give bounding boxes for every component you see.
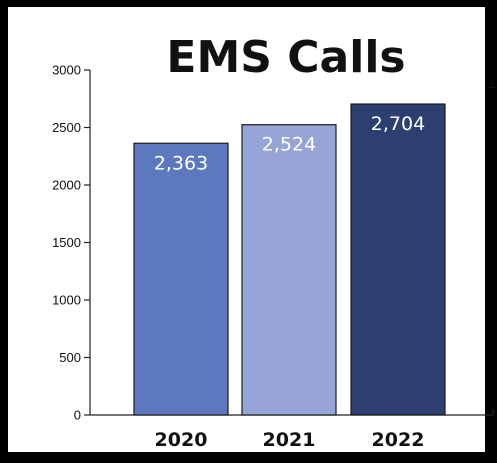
y-tick-label: 0 [74,408,81,423]
bar-2020 [133,142,229,416]
y-tick-label: 3000 [52,63,81,78]
bar-2021 [241,124,337,416]
y-tick-label: 2500 [52,120,81,135]
y-tick-label: 1000 [52,293,81,308]
y-tick-label: 2000 [52,178,81,193]
data-label-2020: 2,363 [154,152,208,174]
x-tick-label-2021: 2021 [263,429,316,451]
y-tick-label: 1500 [52,235,81,250]
data-label-2021: 2,524 [262,134,316,156]
data-label-2022: 2,704 [371,113,425,135]
x-tick-label-2022: 2022 [372,429,425,451]
edge-text: 1 [488,76,495,91]
bars: 2,363 2020 2,524 2021 2,704 2022 [133,103,446,451]
chart-title: EMS Calls [166,32,405,83]
y-tick-label: 500 [59,350,81,365]
bar-2022 [350,103,446,416]
x-tick-label-2020: 2020 [155,429,208,451]
